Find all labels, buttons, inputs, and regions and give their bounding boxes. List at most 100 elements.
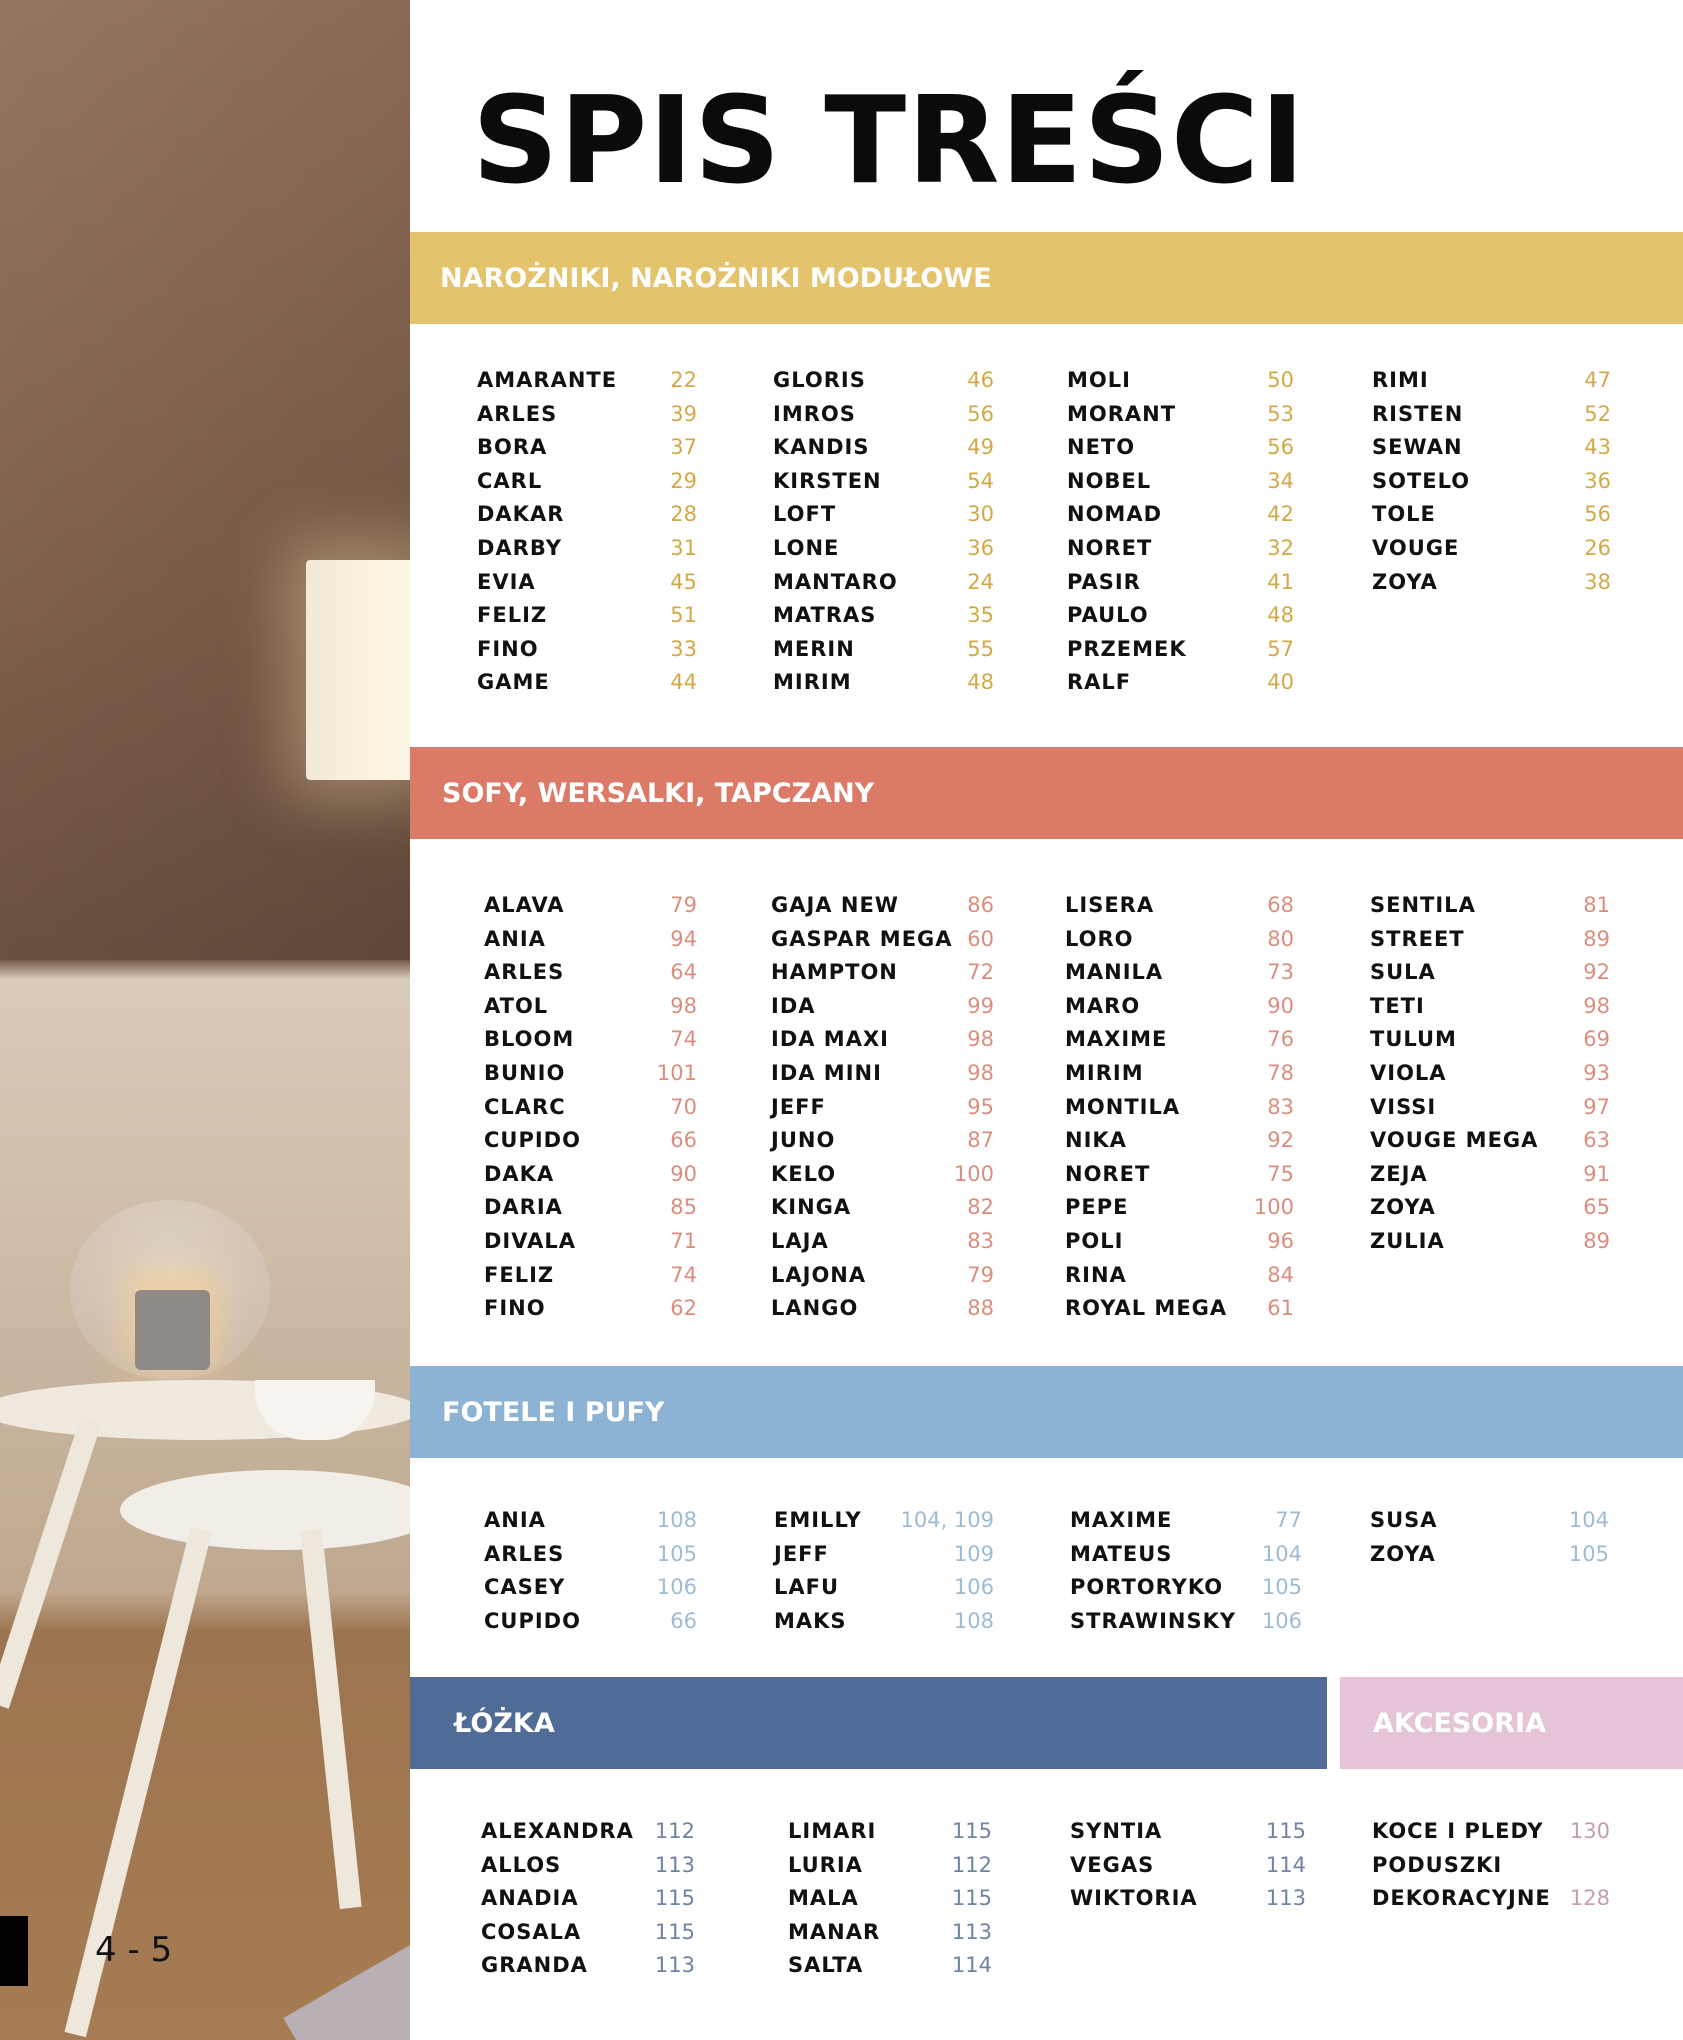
entry-page[interactable]: 101 (656, 1061, 697, 1085)
entry-page[interactable]: 48 (967, 670, 994, 695)
entry-name[interactable]: DEKORACYJNE (1372, 1886, 1551, 1911)
entry-page[interactable]: 82 (967, 1195, 994, 1220)
entry-page[interactable]: 106 (953, 1575, 994, 1600)
entry-name[interactable]: ALEXANDRA (481, 1819, 634, 1843)
entry-name[interactable]: ZOYA (1370, 1195, 1436, 1220)
entry-page[interactable]: 115 (1265, 1819, 1306, 1843)
entry-page[interactable]: 51 (670, 603, 697, 628)
entry-page[interactable]: 46 (967, 368, 994, 392)
entry-page[interactable]: 86 (967, 893, 994, 917)
entry-page[interactable]: 104 (1261, 1541, 1302, 1566)
entry-name[interactable]: FINO (484, 1296, 546, 1321)
entry-page[interactable]: 112 (654, 1819, 695, 1843)
entry-name[interactable]: MALA (788, 1886, 859, 1911)
entry-page[interactable]: 69 (1583, 1027, 1610, 1052)
entry-page[interactable]: 114 (951, 1953, 992, 1978)
entry-name[interactable]: IDA (771, 993, 816, 1018)
entry-name[interactable]: MATRAS (773, 603, 877, 628)
entry-name[interactable]: SEWAN (1372, 435, 1463, 460)
entry-name[interactable]: ATOL (484, 993, 549, 1018)
entry-page[interactable]: 83 (1267, 1094, 1294, 1119)
entry-name[interactable]: FELIZ (477, 603, 548, 628)
entry-page[interactable]: 75 (1267, 1161, 1294, 1186)
entry-page[interactable]: 113 (951, 1919, 992, 1944)
entry-name[interactable]: ANIA (484, 926, 546, 951)
entry-name[interactable]: ZOYA (1370, 1541, 1436, 1566)
entry-page[interactable]: 65 (1583, 1195, 1610, 1220)
entry-page[interactable]: 108 (953, 1608, 994, 1633)
entry-name[interactable]: EVIA (477, 569, 536, 594)
entry-name[interactable]: DAKA (484, 1161, 555, 1186)
entry-name[interactable]: JUNO (771, 1128, 836, 1153)
entry-page[interactable]: 130 (1569, 1819, 1610, 1843)
entry-page[interactable]: 60 (967, 926, 994, 951)
entry-page[interactable]: 98 (967, 1027, 994, 1052)
entry-page[interactable]: 74 (670, 1027, 697, 1052)
entry-page[interactable]: 100 (1253, 1195, 1294, 1220)
entry-name[interactable]: TETI (1370, 993, 1425, 1018)
entry-name[interactable]: LISERA (1065, 893, 1155, 917)
entry-name[interactable]: RINA (1065, 1262, 1127, 1287)
entry-name[interactable]: ARLES (484, 960, 565, 985)
entry-name[interactable]: VEGAS (1070, 1852, 1155, 1877)
entry-name[interactable]: MANTARO (773, 569, 898, 594)
entry-name[interactable]: MIRIM (1065, 1061, 1144, 1085)
entry-page[interactable]: 91 (1583, 1161, 1610, 1186)
entry-page[interactable]: 83 (967, 1229, 994, 1253)
entry-page[interactable]: 108 (656, 1508, 697, 1532)
entry-name[interactable]: SYNTIA (1070, 1819, 1163, 1843)
entry-name[interactable]: MERIN (773, 636, 855, 661)
entry-page[interactable]: 26 (1584, 536, 1611, 560)
entry-name[interactable]: ZEJA (1370, 1161, 1428, 1186)
entry-page[interactable]: 87 (967, 1128, 994, 1153)
entry-name[interactable]: RIMI (1372, 368, 1429, 392)
entry-name[interactable]: KANDIS (773, 435, 870, 460)
entry-page[interactable]: 105 (1261, 1575, 1302, 1600)
entry-name[interactable]: NOMAD (1067, 502, 1163, 527)
entry-name[interactable]: PAULO (1067, 603, 1149, 628)
entry-page[interactable]: 32 (1267, 536, 1294, 560)
entry-page[interactable]: 71 (670, 1229, 697, 1253)
entry-name[interactable]: KINGA (771, 1195, 852, 1220)
entry-name[interactable]: MANILA (1065, 960, 1164, 985)
entry-name[interactable]: LAJA (771, 1229, 829, 1253)
entry-name[interactable]: PEPE (1065, 1195, 1129, 1220)
entry-page[interactable]: 50 (1267, 368, 1294, 392)
entry-page[interactable]: 41 (1267, 569, 1294, 594)
entry-page[interactable]: 113 (1265, 1886, 1306, 1911)
entry-name[interactable]: GAME (477, 670, 550, 695)
entry-name[interactable]: ARLES (484, 1541, 565, 1566)
entry-page[interactable]: 44 (670, 670, 697, 695)
entry-page[interactable]: 97 (1583, 1094, 1610, 1119)
entry-page[interactable]: 55 (967, 636, 994, 661)
entry-page[interactable]: 92 (1267, 1128, 1294, 1153)
entry-name[interactable]: HAMPTON (771, 960, 898, 985)
entry-name[interactable]: CARL (477, 468, 543, 493)
entry-page[interactable]: 113 (654, 1953, 695, 1978)
entry-page[interactable]: 106 (656, 1575, 697, 1600)
entry-name[interactable]: LOFT (773, 502, 837, 527)
entry-name[interactable]: MAXIME (1065, 1027, 1168, 1052)
entry-page[interactable]: 115 (654, 1919, 695, 1944)
entry-name[interactable]: PASIR (1067, 569, 1141, 594)
entry-name[interactable]: NETO (1067, 435, 1136, 460)
entry-page[interactable]: 68 (1267, 893, 1294, 917)
entry-page[interactable]: 95 (967, 1094, 994, 1119)
entry-page[interactable]: 47 (1584, 368, 1611, 392)
entry-name[interactable]: LORO (1065, 926, 1134, 951)
entry-page[interactable]: 89 (1583, 926, 1610, 951)
entry-name[interactable]: MARO (1065, 993, 1141, 1018)
entry-page[interactable]: 93 (1583, 1061, 1610, 1085)
entry-page[interactable]: 115 (654, 1886, 695, 1911)
entry-page[interactable]: 24 (967, 569, 994, 594)
entry-page[interactable]: 106 (1261, 1608, 1302, 1633)
entry-page[interactable]: 62 (670, 1296, 697, 1321)
entry-page[interactable]: 70 (670, 1094, 697, 1119)
entry-page[interactable]: 66 (670, 1608, 697, 1633)
entry-page[interactable]: 115 (951, 1886, 992, 1911)
entry-page[interactable]: 56 (1584, 502, 1611, 527)
entry-name[interactable]: KIRSTEN (773, 468, 882, 493)
entry-name[interactable]: ROYAL MEGA (1065, 1296, 1228, 1321)
entry-page[interactable]: 64 (670, 960, 697, 985)
entry-page[interactable]: 56 (1267, 435, 1294, 460)
